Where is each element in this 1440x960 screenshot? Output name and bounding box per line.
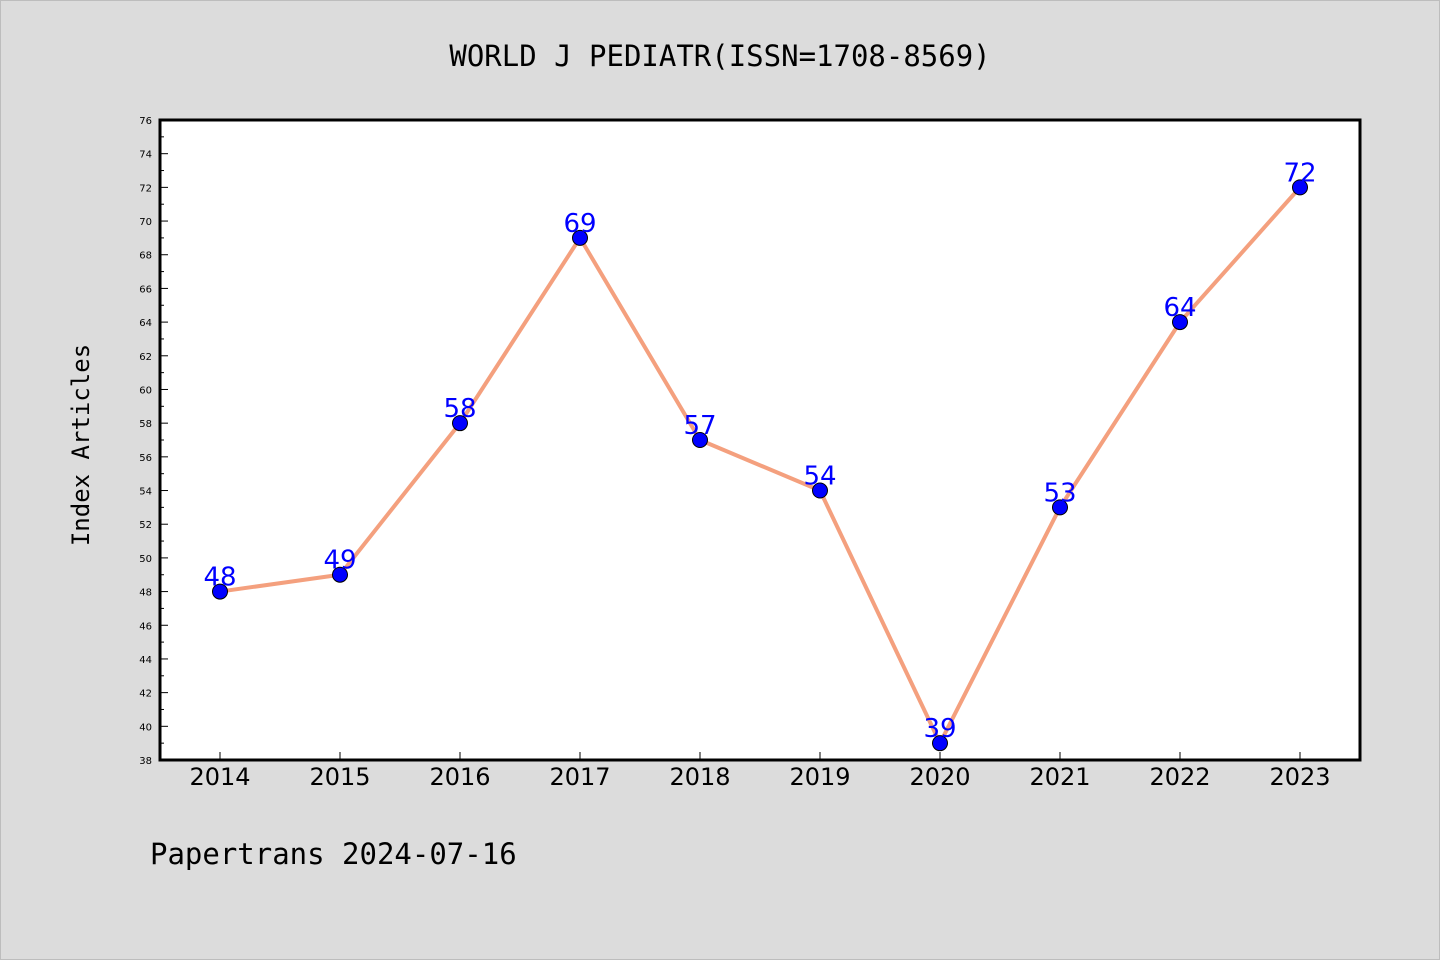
data-label: 53 [1043,478,1076,508]
x-tick-label: 2021 [1029,763,1090,791]
y-tick-label: 76 [139,116,152,127]
y-tick-label: 56 [139,453,152,464]
data-label: 64 [1163,293,1196,323]
y-tick-label: 48 [139,588,152,599]
data-label: 48 [203,563,236,593]
x-tick-label: 2015 [309,763,370,791]
series-lines [218,185,1302,746]
data-point [1052,499,1068,516]
data-labels: 48 49 58 69 57 54 39 53 64 72 [203,158,1316,744]
y-tick-label: 60 [139,385,152,396]
data-point [812,482,828,499]
plot-area [158,118,1362,762]
y-axis-ticks: 38 40 42 44 46 48 50 52 54 56 58 60 62 64 66 68 70 72 74 76 [139,116,168,767]
data-point [452,415,468,432]
y-tick-label: 52 [139,520,152,531]
data-label: 54 [803,462,836,492]
data-label: 39 [923,714,956,744]
data-point [692,432,708,448]
y-tick-label: 62 [139,352,152,363]
chart-title: WORLD J PEDIATR(ISSN=1708-8569) [449,39,990,73]
y-tick-label: 58 [139,419,152,430]
y-tick-label: 72 [139,183,152,194]
data-label: 72 [1283,158,1316,188]
y-tick-label: 42 [139,689,152,700]
data-point [332,566,348,583]
x-tick-label: 2017 [549,763,610,791]
x-axis-ticks: 2014 2015 2016 2017 2018 2019 2020 2021 2022 2023 [189,752,1331,791]
y-tick-label: 68 [139,251,152,262]
y-tick-label: 38 [139,756,152,767]
data-label: 49 [323,546,356,576]
series-line [218,185,1302,746]
data-point [572,229,588,246]
y-tick-label: 74 [139,150,152,161]
y-axis-label: Index Articles [67,344,95,546]
y-tick-label: 64 [139,318,152,329]
x-tick-label: 2020 [909,763,970,791]
data-point [932,735,948,752]
data-point [212,583,228,600]
x-tick-label: 2018 [669,763,730,791]
data-point [1172,314,1188,331]
data-point [1292,179,1308,196]
x-tick-label: 2014 [189,763,250,791]
y-tick-label: 66 [139,284,152,295]
x-tick-label: 2019 [789,763,850,791]
y-tick-label: 50 [139,554,152,565]
x-tick-label: 2023 [1269,763,1330,791]
x-tick-label: 2016 [429,763,490,791]
y-tick-label: 44 [139,655,152,666]
data-label: 57 [683,411,716,441]
data-label: 69 [563,209,596,239]
y-tick-label: 46 [139,621,152,632]
x-tick-label: 2022 [1149,763,1210,791]
y-tick-label: 40 [139,722,152,733]
y-tick-label: 70 [139,217,152,228]
data-markers [212,179,1308,752]
footer-credit: Papertrans 2024-07-16 [150,837,517,871]
y-tick-label: 54 [139,487,152,498]
data-label: 58 [443,394,476,424]
